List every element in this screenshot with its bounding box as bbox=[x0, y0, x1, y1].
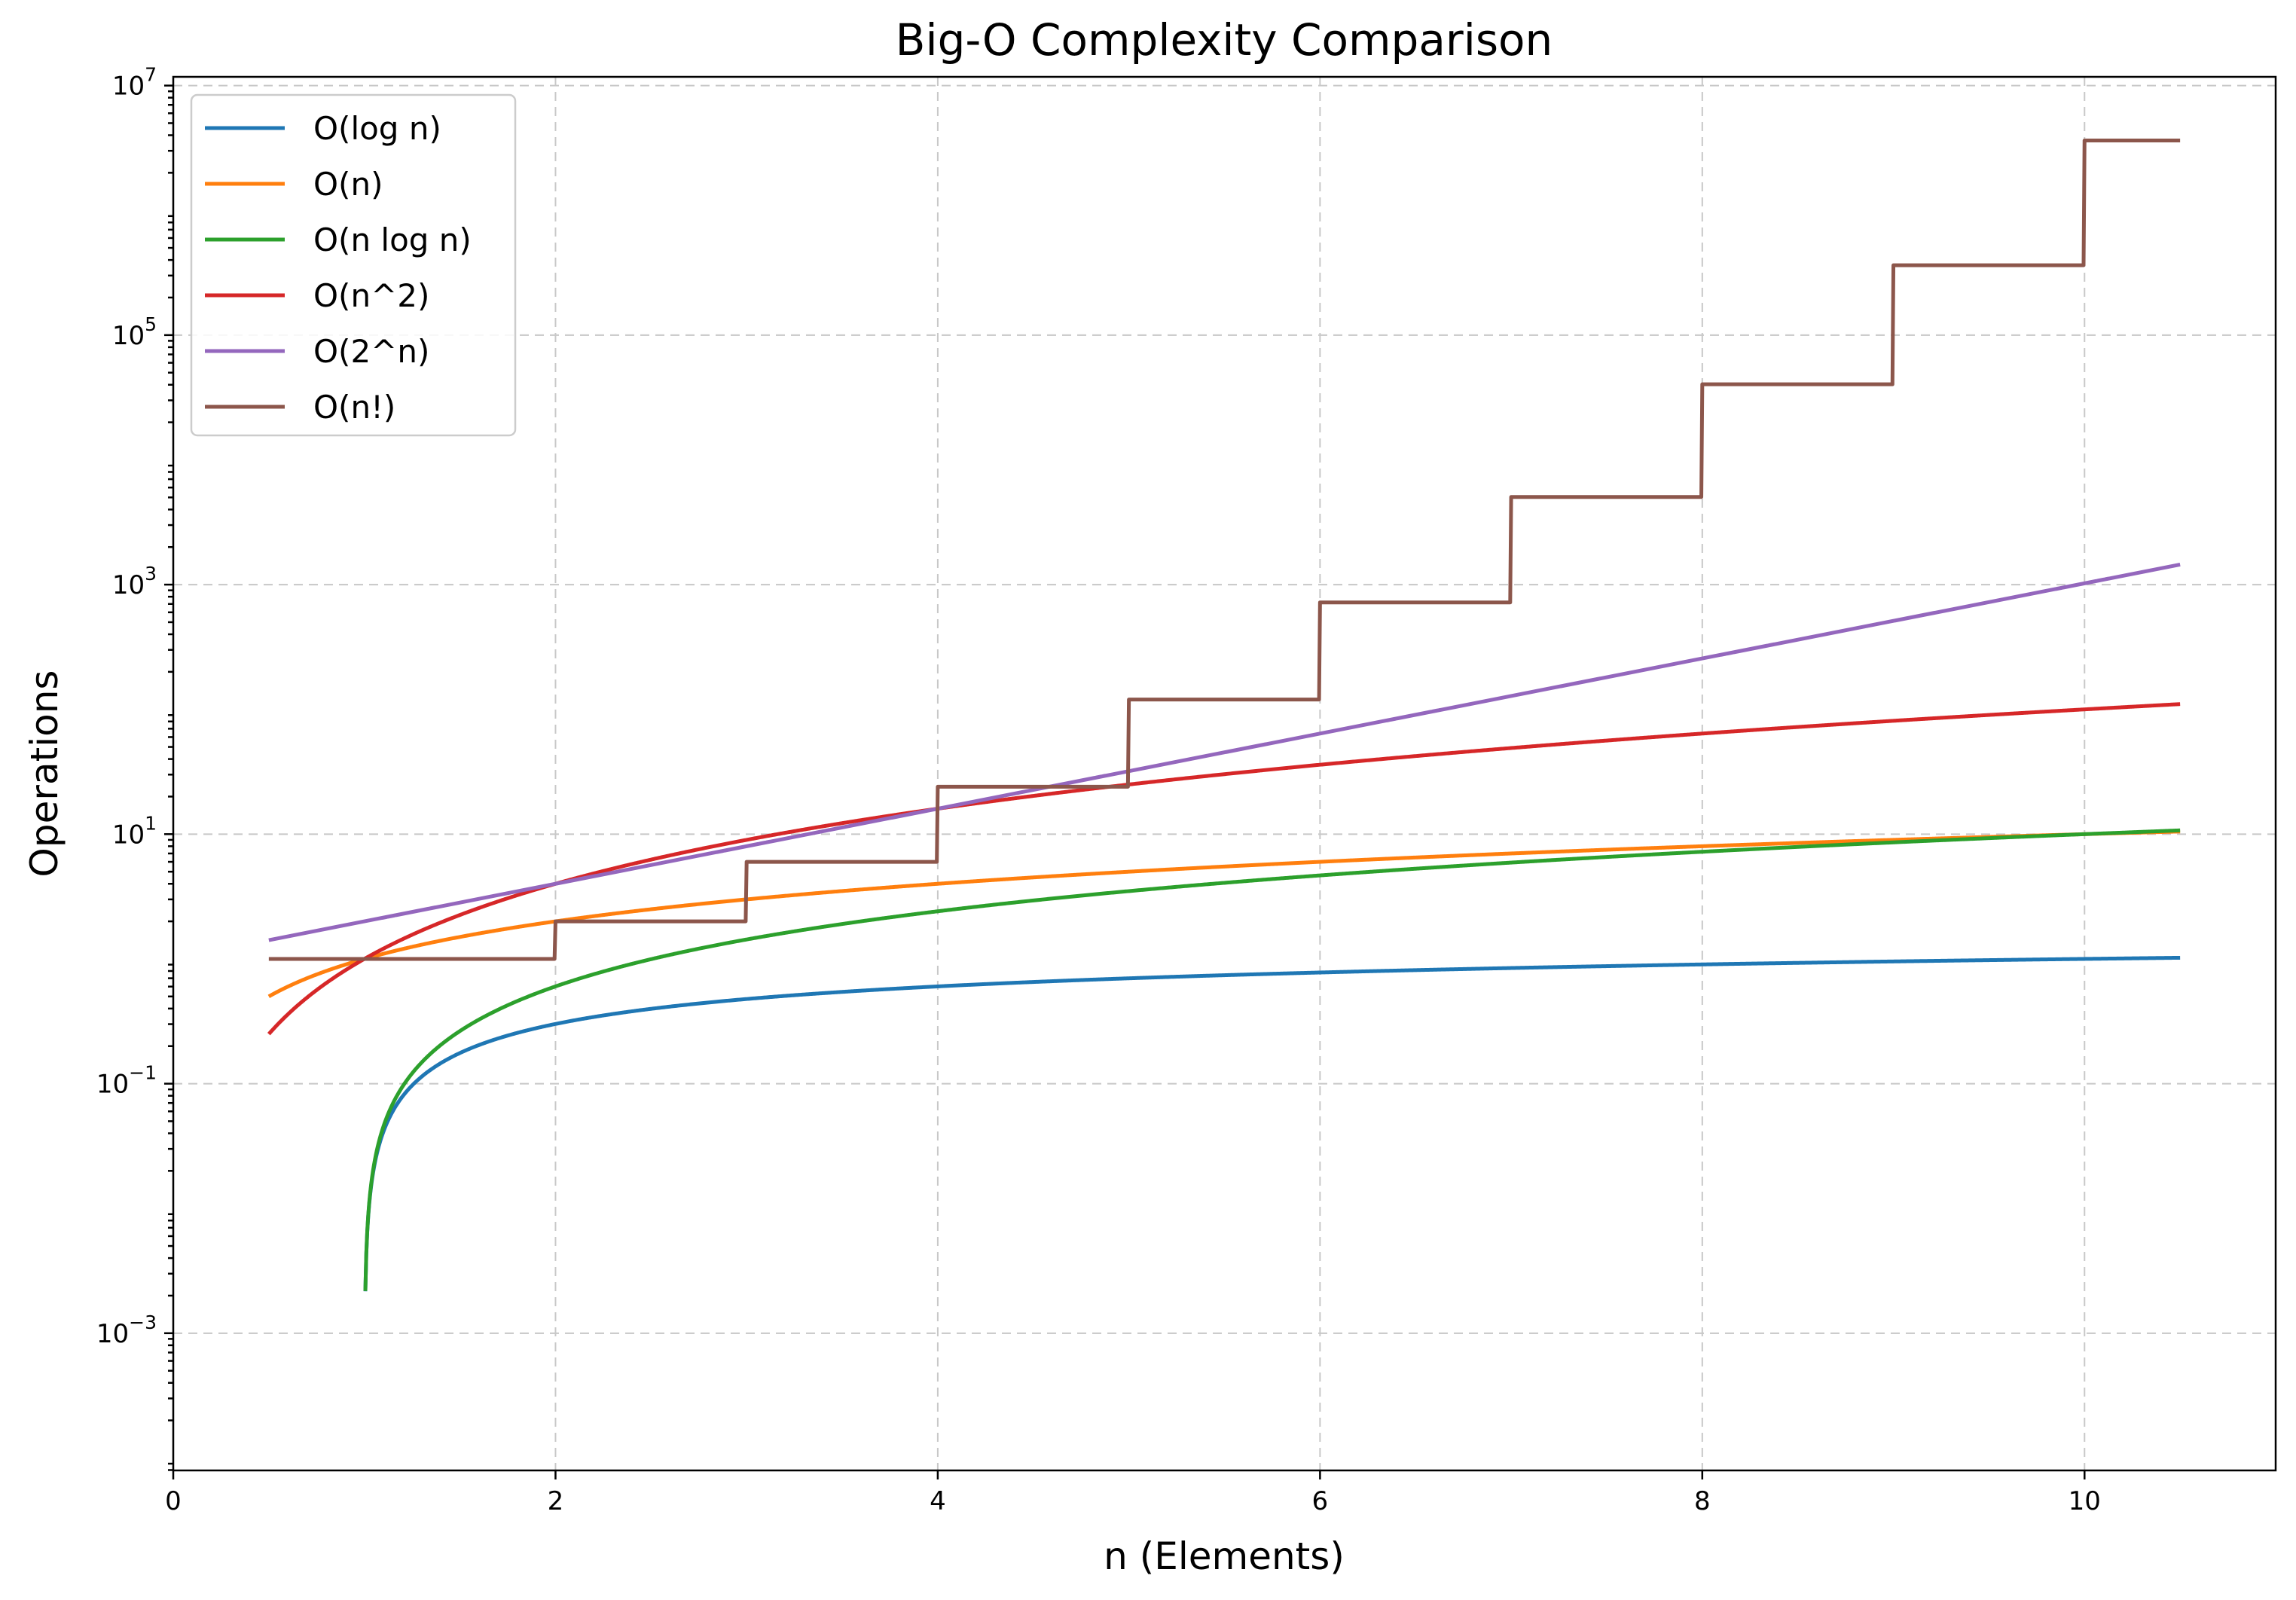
y-tick-exponent: 5 bbox=[145, 313, 157, 335]
legend-label-5: O(n!) bbox=[313, 389, 395, 426]
series-line-3 bbox=[267, 702, 2182, 1036]
x-tick-label: 2 bbox=[548, 1486, 564, 1516]
legend-label-0: O(log n) bbox=[313, 110, 441, 147]
x-tick-label: 0 bbox=[165, 1486, 182, 1516]
series-line-0 bbox=[363, 955, 2182, 1292]
y-tick-label: 10−1 bbox=[96, 1062, 157, 1100]
grid bbox=[173, 77, 2276, 1470]
x-axis-ticks: 0 2 4 6 8 10 bbox=[165, 1470, 2101, 1516]
series-line-4 bbox=[267, 562, 2182, 942]
legend-label-1: O(n) bbox=[313, 166, 383, 203]
y-tick-label: 10−3 bbox=[96, 1311, 157, 1349]
y-tick-exponent: 3 bbox=[145, 563, 157, 585]
y-tick-label: 107 bbox=[112, 64, 157, 102]
y-tick-base: 10 bbox=[112, 72, 145, 102]
y-tick-exponent: 1 bbox=[145, 812, 157, 834]
y-tick-base: 10 bbox=[96, 1070, 129, 1100]
y-tick-base: 10 bbox=[96, 1319, 129, 1349]
y-tick-exponent: −3 bbox=[129, 1311, 157, 1333]
legend-label-3: O(n^2) bbox=[313, 277, 429, 314]
legend-label-2: O(n log n) bbox=[313, 221, 472, 258]
x-tick-label: 8 bbox=[1694, 1486, 1711, 1516]
y-tick-base: 10 bbox=[112, 321, 145, 351]
series-line-2 bbox=[363, 828, 2182, 1291]
plot-frame bbox=[172, 75, 2277, 1472]
series-line-5 bbox=[267, 139, 2182, 961]
y-tick-label: 101 bbox=[112, 812, 157, 850]
y-tick-label: 105 bbox=[112, 313, 157, 351]
y-tick-base: 10 bbox=[112, 570, 145, 600]
x-tick-label: 10 bbox=[2069, 1486, 2101, 1516]
y-axis-label: Operations bbox=[23, 670, 66, 878]
y-tick-exponent: −1 bbox=[129, 1062, 157, 1084]
y-tick-base: 10 bbox=[112, 820, 145, 850]
y-tick-exponent: 7 bbox=[145, 64, 157, 86]
legend: O(log n) O(n) O(n log n) O(n^2) O(2^n) O(n!) bbox=[190, 93, 517, 437]
legend-label-4: O(2^n) bbox=[313, 333, 429, 370]
x-tick-label: 4 bbox=[930, 1486, 946, 1516]
y-tick-label: 103 bbox=[112, 563, 157, 600]
x-tick-label: 6 bbox=[1312, 1486, 1329, 1516]
x-axis-label: n (Elements) bbox=[1104, 1534, 1345, 1578]
series-line-1 bbox=[267, 829, 2182, 998]
chart-title: Big-O Complexity Comparison bbox=[896, 14, 1553, 66]
series-layer bbox=[267, 139, 2182, 1292]
